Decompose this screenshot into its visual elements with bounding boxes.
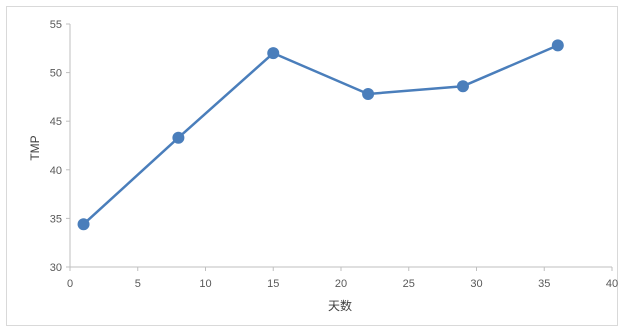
x-tick-label: 10 xyxy=(199,278,211,290)
series-line xyxy=(82,44,559,226)
chart-axes xyxy=(69,24,612,268)
y-axis-ticks: 30 35 40 45 50 55 xyxy=(50,19,70,274)
x-tick-label: 40 xyxy=(606,278,618,290)
x-tick-label: 25 xyxy=(403,278,415,290)
y-tick-label: 30 xyxy=(50,262,62,274)
x-tick-label: 0 xyxy=(67,278,73,290)
chart-frame xyxy=(6,6,618,326)
x-tick-label: 15 xyxy=(267,278,279,290)
y-tick-label: 35 xyxy=(50,213,62,225)
x-tick-label: 35 xyxy=(538,278,550,290)
series-group xyxy=(77,39,564,231)
data-point xyxy=(77,218,90,231)
data-point xyxy=(551,39,564,52)
data-point xyxy=(172,131,185,144)
y-tick-label: 50 xyxy=(50,68,62,80)
y-tick-label: 55 xyxy=(50,19,62,31)
y-axis-title: TMP xyxy=(28,135,42,160)
y-tick-label: 40 xyxy=(50,165,62,177)
data-point xyxy=(456,80,469,93)
x-tick-label: 30 xyxy=(470,278,482,290)
x-tick-label: 20 xyxy=(335,278,347,290)
y-tick-label: 45 xyxy=(50,116,62,128)
data-point xyxy=(267,47,280,60)
x-axis-title: 天数 xyxy=(328,298,352,313)
x-axis-ticks: 0 5 10 15 20 25 30 35 40 xyxy=(67,267,618,290)
x-tick-label: 5 xyxy=(135,278,141,290)
data-point xyxy=(362,87,375,100)
